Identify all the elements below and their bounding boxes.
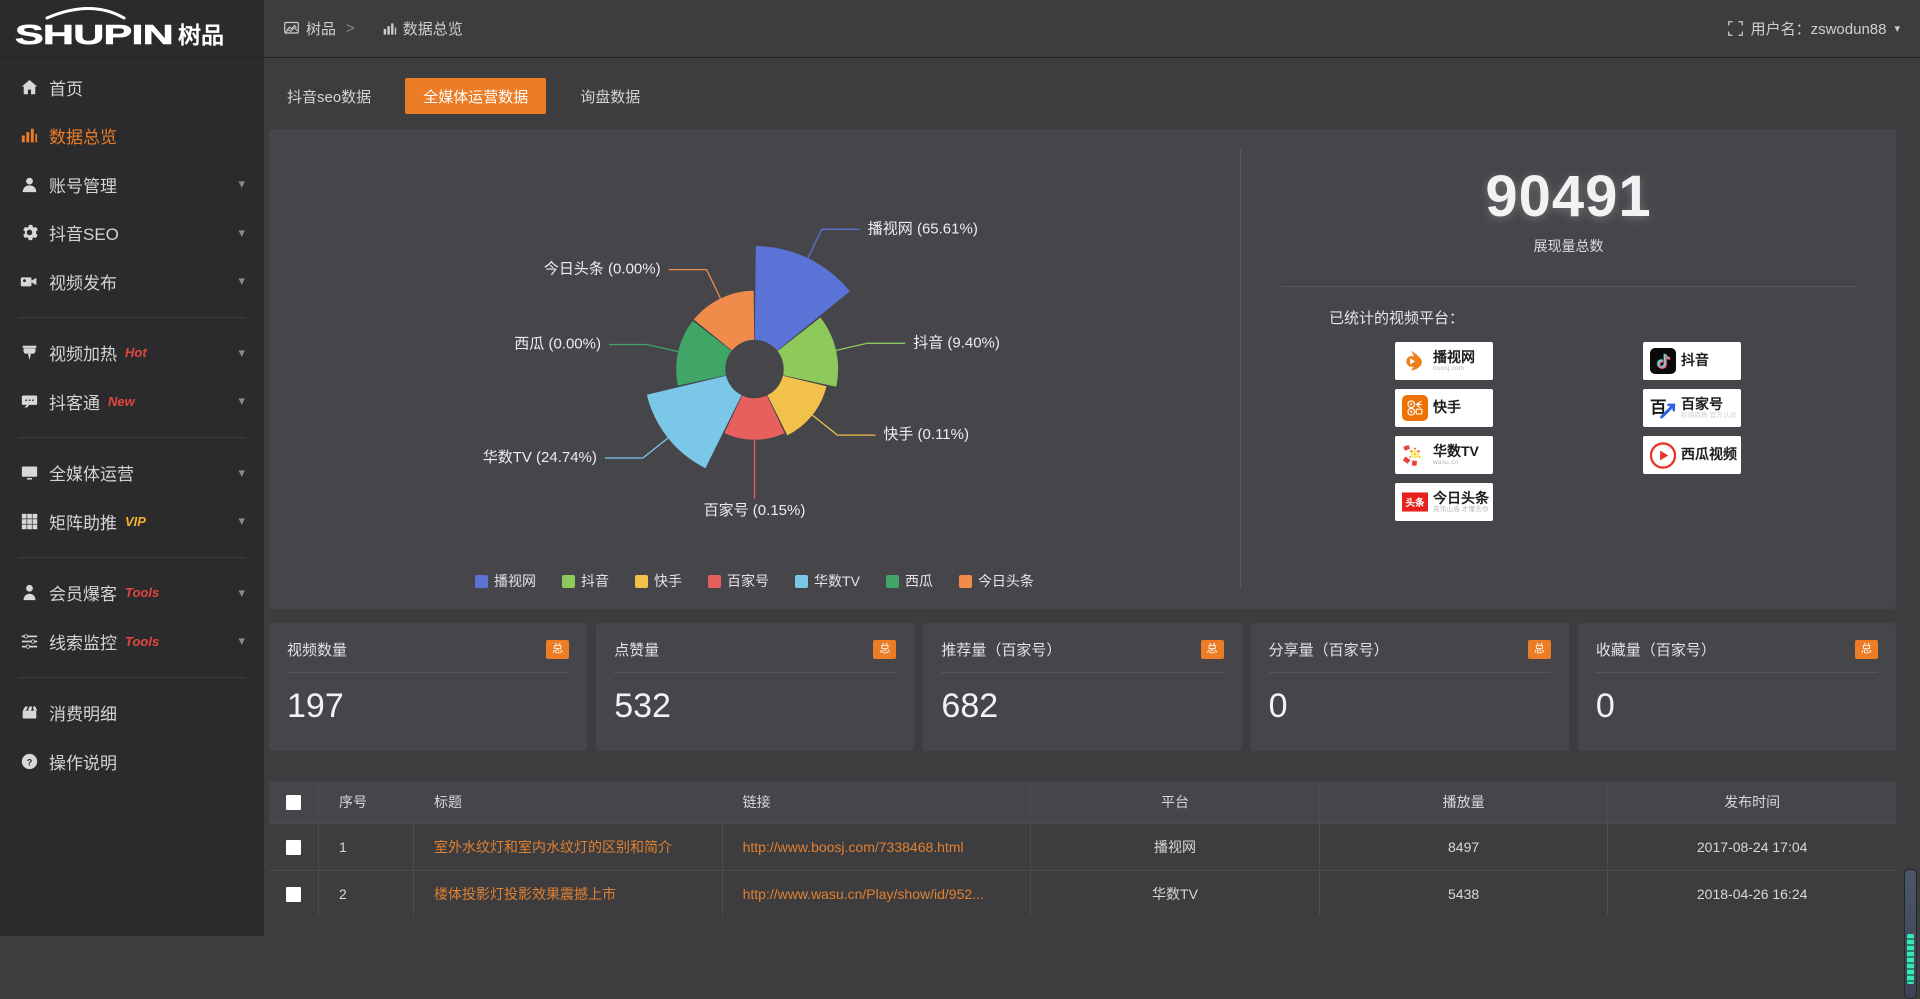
svg-text:西瓜 (0.00%): 西瓜 (0.00%) — [514, 336, 601, 353]
svg-text:快手 (0.11%): 快手 (0.11%) — [883, 426, 969, 443]
svg-text:华数TV (24.74%): 华数TV (24.74%) — [483, 449, 597, 466]
svg-text:今日头条 (0.00%): 今日头条 (0.00%) — [544, 261, 661, 278]
svg-text:?: ? — [26, 757, 32, 767]
svg-text:播视网 (65.61%): 播视网 (65.61%) — [868, 220, 978, 237]
svg-text:抖音 (9.40%): 抖音 (9.40%) — [913, 334, 1000, 351]
svg-text:树品: 树品 — [178, 22, 224, 48]
svg-text:百家号 (0.15%): 百家号 (0.15%) — [704, 502, 806, 519]
svg-text:SHUPIN: SHUPIN — [15, 19, 173, 50]
svg-text:头条: 头条 — [1405, 497, 1425, 509]
